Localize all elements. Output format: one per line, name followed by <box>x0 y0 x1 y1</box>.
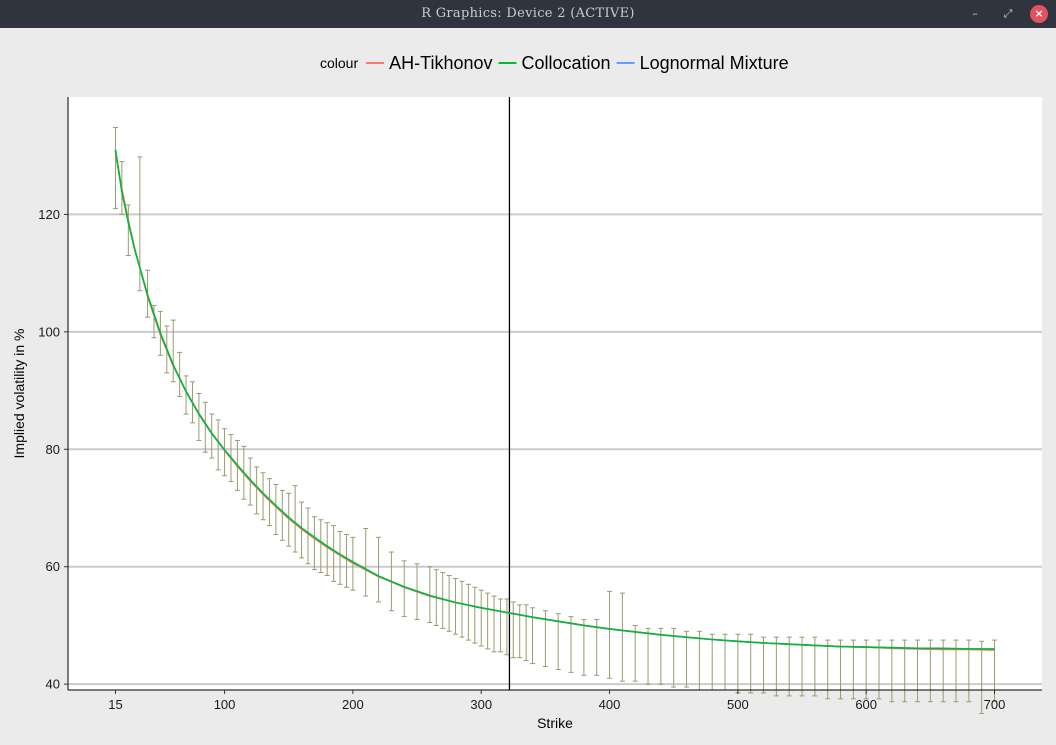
x-tick-label: 200 <box>342 697 364 712</box>
legend-label: Collocation <box>522 53 611 73</box>
y-tick-label: 100 <box>38 324 60 339</box>
legend-label: Lognormal Mixture <box>640 53 789 73</box>
series-line-collocation <box>114 149 995 650</box>
x-axis-title: Strike <box>537 715 573 731</box>
x-tick-label: 700 <box>984 697 1006 712</box>
x-tick-label: 600 <box>855 697 877 712</box>
x-tick-label: 400 <box>599 697 621 712</box>
x-tick-label: 15 <box>108 697 122 712</box>
x-tick-label: 300 <box>470 697 492 712</box>
y-tick-label: 40 <box>46 677 60 692</box>
chart: 40 60 80 100 120 15 100 200 300 400 500 600 700 Strik… <box>11 53 1042 731</box>
close-icon[interactable]: × <box>1030 5 1048 23</box>
window-title: R Graphics: Device 2 (ACTIVE) <box>421 6 635 21</box>
window-titlebar: R Graphics: Device 2 (ACTIVE) – ⤢ × <box>0 0 1056 28</box>
x-tick-label: 100 <box>214 697 236 712</box>
legend-title: colour <box>320 55 358 71</box>
y-tick-label: 120 <box>38 207 60 222</box>
legend: colour AH-Tikhonov Collocation Lognormal Mi… <box>320 53 789 73</box>
maximize-icon[interactable]: ⤢ <box>1003 7 1013 20</box>
y-axis-title: Implied volatility in % <box>11 329 27 459</box>
plot-panel <box>68 97 1042 690</box>
y-tick-label: 80 <box>46 442 60 457</box>
graphics-device-canvas: 40 60 80 100 120 15 100 200 300 400 500 600 700 Strik… <box>0 28 1056 745</box>
x-tick-label: 500 <box>727 697 749 712</box>
y-tick-label: 60 <box>46 559 60 574</box>
minimize-icon[interactable]: – <box>972 7 978 20</box>
legend-label: AH-Tikhonov <box>389 53 492 73</box>
errorbar-group <box>112 127 998 714</box>
